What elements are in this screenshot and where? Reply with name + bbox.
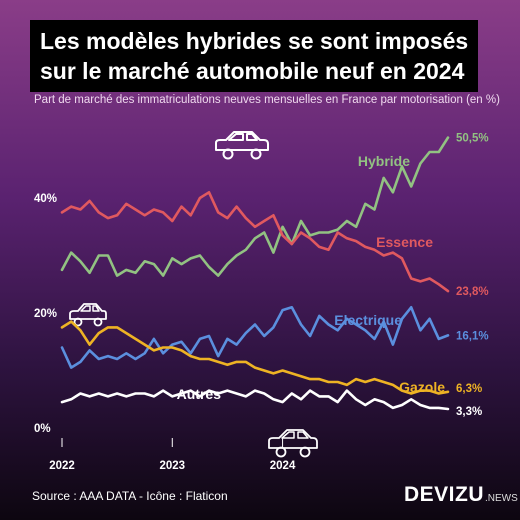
end-value-label: 50,5% <box>456 133 489 145</box>
x-tick-label: 2024 <box>270 460 296 472</box>
series-line-essence <box>60 191 450 293</box>
end-value-label: 3,3% <box>456 406 482 418</box>
y-tick-label: 0% <box>34 423 51 435</box>
chart-subtitle: Part de marché des immatriculations neuv… <box>34 94 500 106</box>
car-icon <box>69 303 107 327</box>
brand-suffix: .NEWS <box>485 493 518 504</box>
end-value-label: 23,8% <box>456 286 489 298</box>
title-line-1: Les modèles hybrides se sont imposés <box>40 28 469 54</box>
end-value-label: 16,1% <box>456 330 489 342</box>
end-value-label: 6,3% <box>456 383 482 395</box>
y-tick-label: 20% <box>34 308 57 320</box>
series-name-label: Gazole <box>399 379 445 395</box>
car-icon <box>215 131 269 160</box>
series-name-label: Electrique <box>334 312 402 328</box>
series-name-label: Essence <box>376 234 433 250</box>
series-name-label: Autres <box>177 386 222 402</box>
car-icon <box>268 429 318 458</box>
series-name-label: Hybride <box>358 153 410 169</box>
chart-title: Les modèles hybrides se sont imposés sur… <box>30 20 479 92</box>
x-tick-label: 2023 <box>159 460 185 472</box>
brand-logo: DEVIZU.NEWS <box>404 483 518 507</box>
brand-name: DEVIZU <box>404 483 485 506</box>
y-tick-label: 40% <box>34 193 57 205</box>
x-tick-label: 2022 <box>49 460 75 472</box>
series-line-hybride <box>60 136 450 277</box>
series-line-electrique <box>60 305 450 369</box>
series-line-autres <box>60 389 450 411</box>
title-line-2: sur le marché automobile neuf en 2024 <box>40 58 465 84</box>
source-note: Source : AAA DATA - Icône : Flaticon <box>32 489 228 503</box>
series-line-gazole <box>60 320 450 395</box>
